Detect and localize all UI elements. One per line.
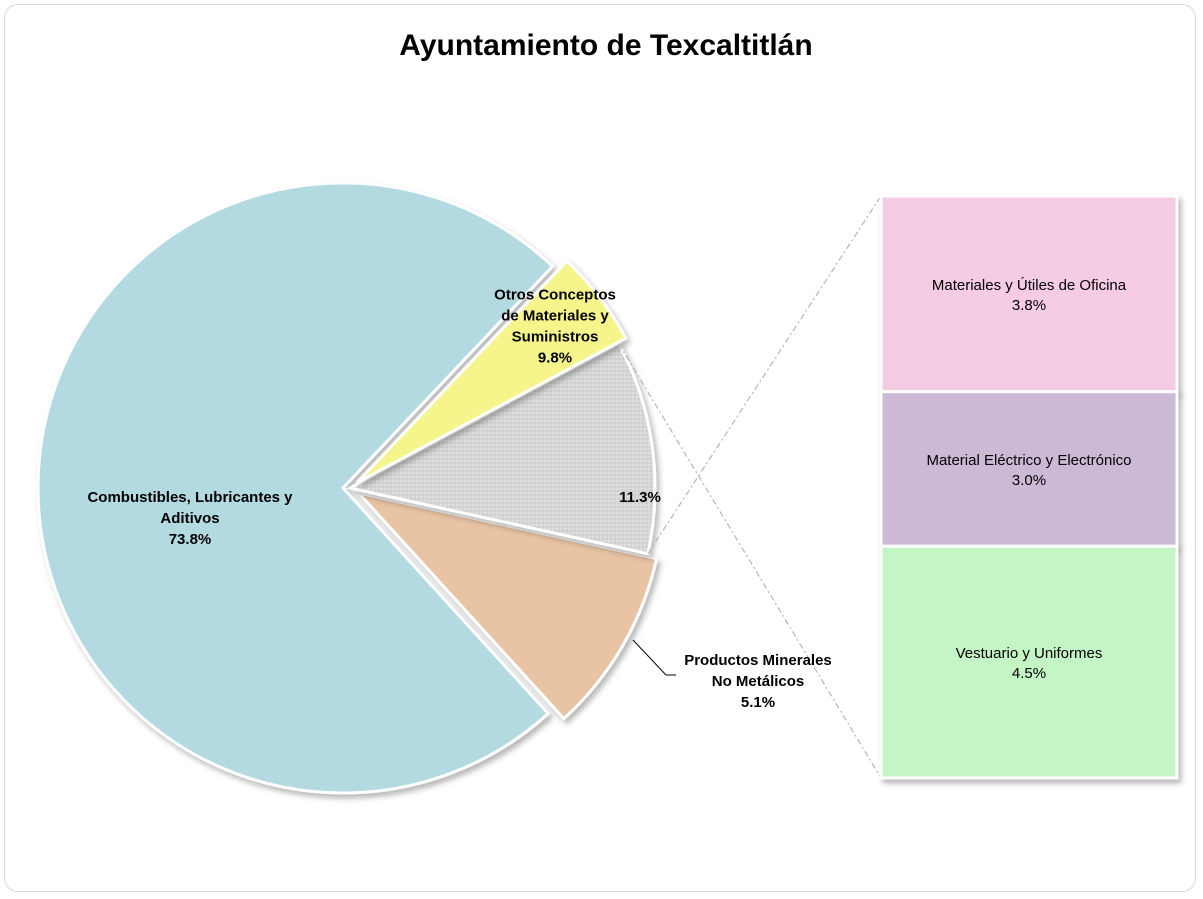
bar-segment-label: Material Eléctrico y Electrónico: [926, 452, 1131, 469]
chart-title: Ayuntamiento de Texcaltitlán: [399, 29, 812, 62]
bar-segment-value: 4.5%: [1012, 665, 1046, 682]
bar-segment-value: 3.8%: [1012, 297, 1046, 314]
bar-segment-materiales-y-utiles-de-oficina: [879, 194, 1179, 394]
bar-segment-vestuario-y-uniformes: [879, 544, 1179, 780]
pie-slice-otros-conceptos: [354, 490, 659, 721]
slice-category-label: de Materiales y: [501, 308, 609, 325]
slice-category-label: Productos Minerales: [684, 652, 832, 669]
slice-value-label: 73.8%: [169, 531, 212, 548]
leader-line: [632, 639, 676, 676]
pie-slice-productos-minerales: [356, 258, 628, 484]
connector-line-top: [647, 195, 882, 555]
slice-category-label: Otros Conceptos: [494, 287, 616, 304]
slice-value-label: 9.8%: [538, 350, 572, 367]
connector-line-bottom: [618, 343, 882, 779]
slice-value-label: 5.1%: [741, 694, 775, 711]
bar-segment-material-electrico-y-electronico: [879, 390, 1179, 548]
bar-segment-label: Materiales y Útiles de Oficina: [932, 277, 1127, 294]
slice-value-label: 11.3%: [619, 489, 661, 506]
slice-category-label: Combustibles, Lubricantes y: [87, 489, 293, 506]
slice-category-label: Suministros: [512, 329, 599, 346]
bar-segment-value: 3.0%: [1012, 472, 1046, 489]
slice-category-label: No Metálicos: [712, 673, 805, 690]
bar-segment-label: Vestuario y Uniformes: [956, 645, 1103, 662]
pie-slice-combustibles-lubricantes-y: [36, 181, 555, 795]
slice-category-label: Aditivos: [160, 510, 219, 527]
pie-slice-other-2: [345, 341, 657, 556]
